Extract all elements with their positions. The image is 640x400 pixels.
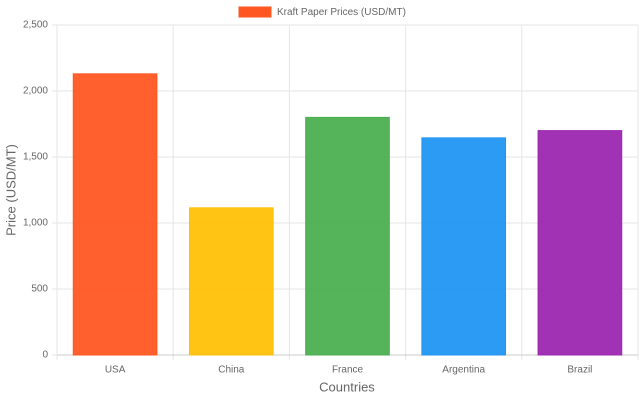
x-tick-label: USA bbox=[105, 365, 126, 376]
x-tick-label: Argentina bbox=[442, 365, 485, 376]
y-tick-label: 0 bbox=[42, 350, 48, 361]
x-tick-label: China bbox=[218, 365, 245, 376]
y-tick-label: 500 bbox=[31, 284, 48, 295]
legend-swatch bbox=[238, 6, 272, 18]
x-axis-title: Countries bbox=[319, 379, 375, 394]
bar bbox=[305, 116, 390, 356]
bar bbox=[72, 73, 158, 356]
y-tick-label: 2,500 bbox=[23, 20, 48, 31]
bar bbox=[188, 207, 274, 356]
legend-label: Kraft Paper Prices (USD/MT) bbox=[277, 7, 406, 18]
bar bbox=[537, 130, 623, 356]
bar bbox=[421, 137, 507, 356]
y-tick-label: 1,500 bbox=[23, 152, 48, 163]
x-tick-label: France bbox=[332, 365, 364, 376]
x-tick-label: Brazil bbox=[567, 365, 592, 376]
y-tick-label: 1,000 bbox=[23, 218, 48, 229]
y-axis-title: Price (USD/MT) bbox=[3, 144, 18, 236]
y-tick-label: 2,000 bbox=[23, 86, 48, 97]
